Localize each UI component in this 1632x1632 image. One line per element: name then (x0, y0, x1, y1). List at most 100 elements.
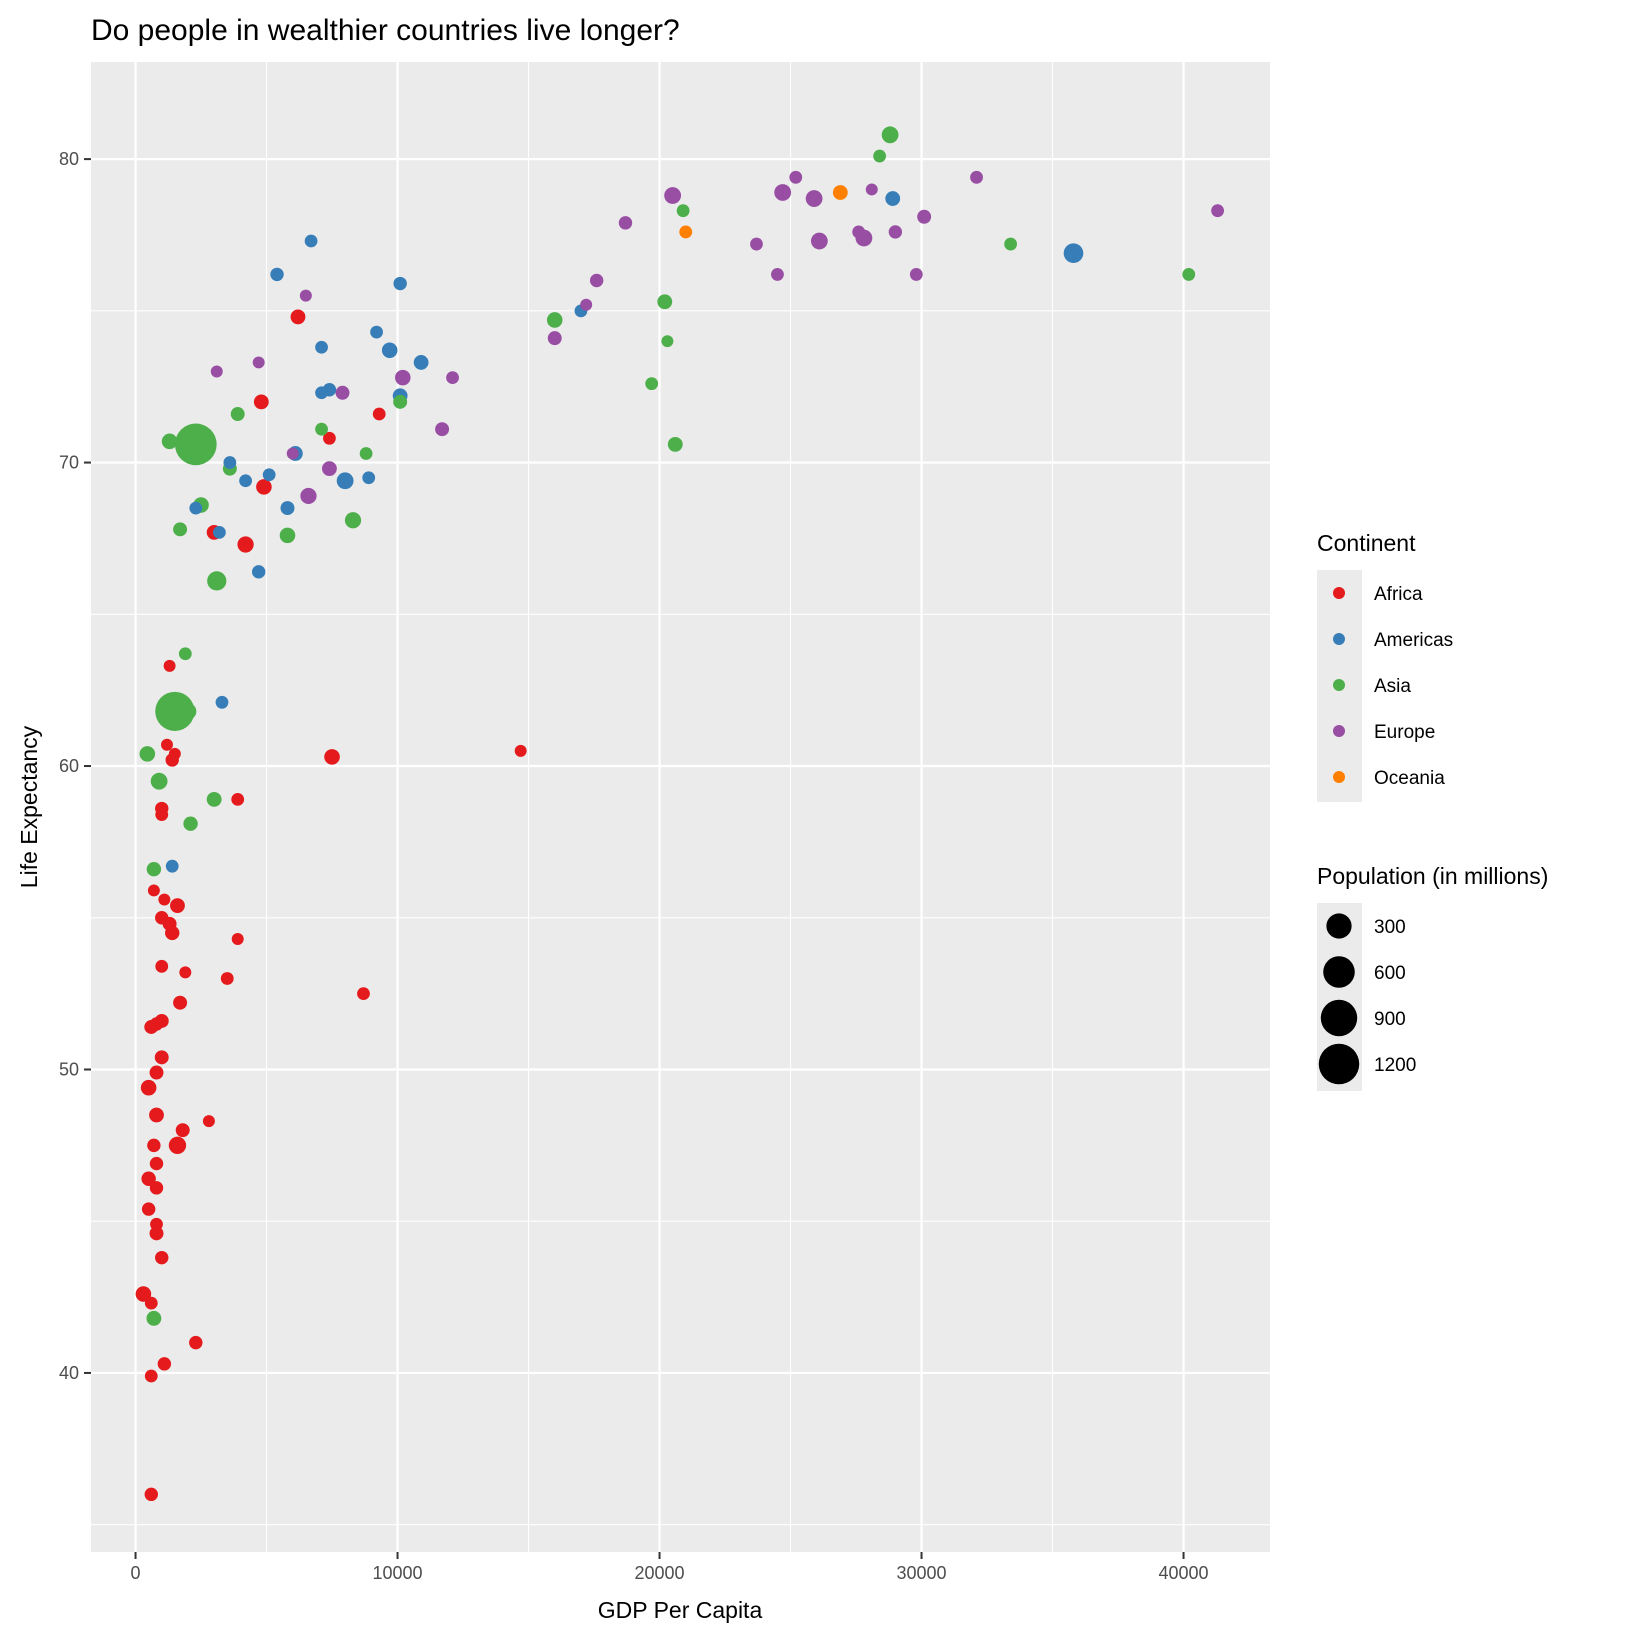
point-europe (286, 447, 299, 460)
point-americas (251, 565, 266, 579)
point-europe (435, 422, 450, 437)
x-tick-label: 40000 (1159, 1563, 1209, 1583)
chart-title: Do people in wealthier countries live lo… (91, 14, 680, 47)
point-africa (149, 1181, 164, 1195)
point-africa (372, 407, 386, 421)
point-africa (141, 1171, 156, 1186)
point-americas (223, 456, 237, 469)
point-europe (446, 371, 459, 384)
population-legend-key (1318, 1043, 1360, 1085)
population-legend-label: 600 (1374, 963, 1406, 984)
point-africa (256, 479, 272, 495)
point-asia (676, 204, 690, 218)
y-axis-title: Life Expectancy (16, 725, 42, 888)
point-europe (322, 461, 337, 477)
point-africa (231, 933, 244, 945)
point-asia (230, 407, 245, 421)
population-legend-label: 900 (1374, 1009, 1406, 1030)
point-americas (370, 325, 383, 339)
point-europe (589, 273, 604, 288)
point-europe (252, 356, 265, 369)
point-asia (881, 126, 899, 144)
legend-label-europe: Europe (1374, 722, 1435, 743)
point-africa (144, 1296, 158, 1310)
point-africa (155, 1250, 169, 1265)
point-africa (150, 1217, 163, 1231)
point-africa (154, 1050, 169, 1065)
point-europe (300, 487, 317, 505)
y-tick-label: 70 (59, 453, 79, 473)
point-asia (315, 422, 328, 436)
point-africa (237, 536, 254, 553)
point-americas (165, 859, 179, 873)
population-legend-title: Population (in millions) (1317, 863, 1548, 889)
point-africa (147, 884, 160, 897)
point-asia (344, 512, 362, 529)
point-europe (774, 184, 792, 201)
point-americas (239, 474, 252, 488)
point-africa (141, 1202, 156, 1216)
point-africa (168, 747, 181, 760)
x-tick-label: 0 (131, 1563, 141, 1583)
point-europe (771, 268, 784, 281)
point-americas (215, 695, 229, 709)
point-africa (253, 394, 269, 410)
x-tick-label: 10000 (373, 1563, 423, 1583)
legend-label-americas: Americas (1374, 630, 1453, 651)
point-africa (147, 1138, 161, 1153)
point-africa (357, 987, 370, 1001)
point-asia (1004, 237, 1018, 251)
point-europe (805, 190, 823, 207)
legend-key-asia (1333, 679, 1345, 691)
plot-panel (91, 62, 1270, 1552)
point-africa (324, 749, 340, 765)
population-legend-key (1320, 999, 1358, 1037)
point-asia (178, 647, 192, 661)
point-africa (135, 1286, 152, 1302)
point-asia (645, 377, 659, 391)
point-africa (160, 738, 173, 751)
point-americas (381, 342, 398, 359)
point-americas (362, 471, 376, 485)
population-legend-key (1326, 913, 1352, 939)
point-americas (212, 525, 226, 539)
point-europe (547, 331, 562, 346)
point-americas (336, 472, 354, 490)
point-europe (789, 170, 803, 184)
point-africa (149, 1107, 164, 1123)
point-europe (750, 237, 763, 251)
legend-label-africa: Africa (1374, 584, 1423, 605)
point-asia (173, 522, 188, 537)
point-asia (661, 335, 674, 348)
point-africa (175, 1123, 190, 1138)
point-americas (315, 386, 328, 400)
point-africa (155, 959, 169, 973)
point-asia (146, 1310, 162, 1326)
point-africa (220, 972, 234, 985)
point-africa (155, 911, 169, 925)
point-asia (359, 447, 373, 460)
x-axis-title: GDP Per Capita (598, 1597, 763, 1623)
point-africa (149, 1065, 164, 1080)
legend-key-americas (1333, 633, 1345, 645)
point-asia (667, 436, 683, 452)
continent-legend: Continent Africa Americas Asia Europe Oceani… (1317, 530, 1453, 802)
point-africa (144, 1369, 158, 1383)
point-africa (173, 995, 188, 1010)
y-tick-label: 50 (59, 1059, 79, 1079)
point-africa (158, 893, 171, 906)
point-oceania (832, 185, 848, 200)
point-africa (189, 1335, 203, 1350)
point-americas (413, 355, 429, 370)
point-europe (299, 289, 312, 302)
y-tick-label: 60 (59, 756, 79, 776)
point-africa (140, 1079, 157, 1096)
point-asia (873, 149, 887, 163)
point-europe (394, 369, 411, 386)
point-asia (206, 792, 222, 807)
point-asia (139, 746, 156, 762)
legend-key-europe (1333, 725, 1345, 737)
point-americas (189, 501, 203, 515)
point-asia (207, 571, 227, 591)
x-tick-label: 20000 (635, 1563, 685, 1583)
